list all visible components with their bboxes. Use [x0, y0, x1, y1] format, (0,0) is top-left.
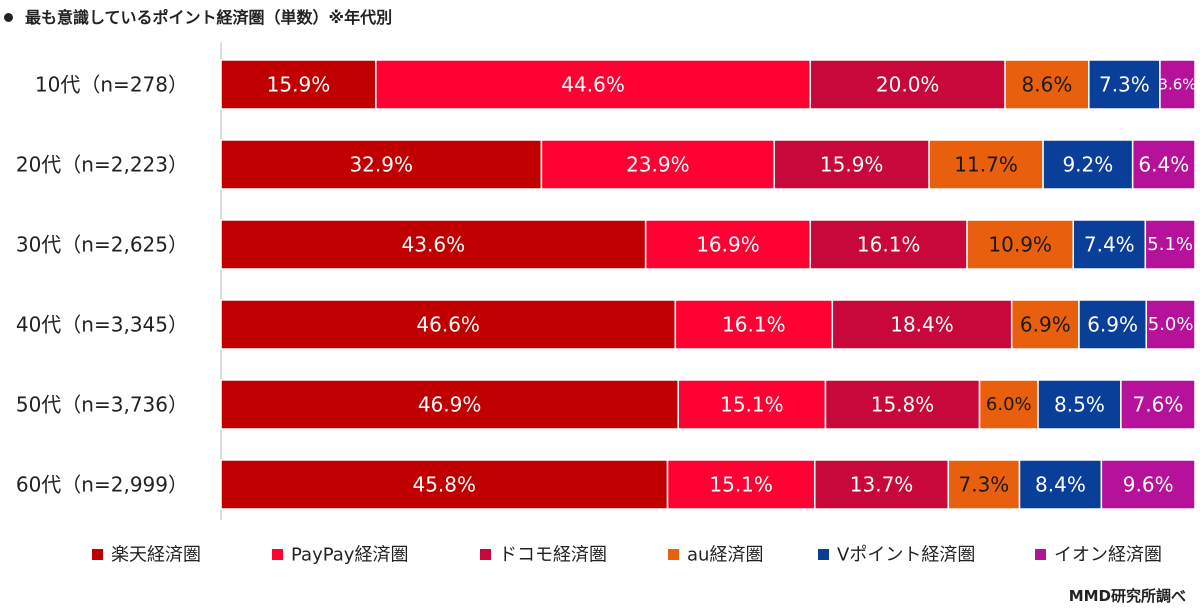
category-label: 60代（n=2,999）: [16, 473, 188, 497]
data-label: 7.4%: [1084, 233, 1135, 257]
bar-segment: [1088, 59, 1161, 110]
legend-swatch: [668, 549, 679, 560]
legend-swatch: [272, 549, 283, 560]
bar-segment: [375, 59, 812, 110]
data-label: 11.7%: [954, 153, 1018, 177]
legend-item: ドコモ経済圏: [480, 545, 607, 566]
bar-segment: [1120, 379, 1196, 430]
data-label: 3.6%: [1158, 76, 1196, 94]
legend-label: 楽天経済圏: [111, 545, 201, 566]
data-label: 46.6%: [416, 313, 480, 337]
bar-segment: [220, 379, 680, 430]
legend-item: PayPay経済圏: [272, 545, 408, 566]
category-label: 40代（n=3,345）: [16, 313, 188, 337]
data-label: 5.0%: [1148, 314, 1194, 335]
legend-label: PayPay経済圏: [291, 545, 408, 566]
legend-item: au経済圏: [668, 545, 763, 566]
legend-swatch: [480, 549, 491, 560]
data-label: 8.4%: [1035, 473, 1086, 497]
category-label: 10代（n=278）: [35, 73, 188, 97]
bar-segment: [644, 219, 812, 270]
legend-item: Vポイント経済圏: [818, 545, 975, 566]
data-label: 9.6%: [1123, 473, 1174, 497]
bar-segment: [1159, 59, 1196, 110]
bar-segment: [1004, 59, 1090, 110]
bar-segment: [1042, 139, 1134, 190]
data-label: 5.1%: [1147, 234, 1193, 255]
data-label: 16.9%: [696, 233, 760, 257]
data-label: 16.1%: [722, 313, 786, 337]
category-label: 50代（n=3,736）: [16, 393, 188, 417]
data-label: 8.5%: [1054, 393, 1105, 417]
data-label: 7.3%: [959, 473, 1010, 497]
legend-label: イオン経済圏: [1054, 545, 1162, 566]
bar-segment: [773, 139, 930, 190]
source-note: MMD研究所調べ: [1068, 587, 1186, 605]
data-label: 15.9%: [820, 153, 884, 177]
bar-segment: [1145, 299, 1196, 350]
bar-segment: [966, 219, 1074, 270]
data-label: 6.4%: [1138, 153, 1189, 177]
bar-segment: [220, 459, 669, 510]
bar-segment: [814, 459, 950, 510]
legend-item: イオン経済圏: [1035, 545, 1162, 566]
data-label: 16.1%: [857, 233, 921, 257]
data-label: 15.1%: [709, 473, 773, 497]
data-label: 45.8%: [412, 473, 476, 497]
data-label: 6.9%: [1020, 313, 1071, 337]
bar-segment: [1078, 299, 1148, 350]
data-label: 18.4%: [890, 313, 954, 337]
data-label: 20.0%: [876, 73, 940, 97]
data-label: 46.9%: [418, 393, 482, 417]
data-label: 7.3%: [1099, 73, 1150, 97]
data-label: 7.6%: [1133, 393, 1184, 417]
legend-label: ドコモ経済圏: [499, 545, 607, 566]
category-label: 20代（n=2,223）: [16, 153, 188, 177]
legend-swatch: [1035, 549, 1046, 560]
legend-label: Vポイント経済圏: [837, 545, 975, 566]
category-label: 30代（n=2,625）: [16, 233, 188, 257]
legend-label: au経済圏: [687, 545, 763, 566]
data-label: 9.2%: [1062, 153, 1113, 177]
data-label: 15.9%: [267, 73, 331, 97]
bar-segment: [677, 379, 827, 430]
bar-segment: [220, 59, 377, 110]
data-label: 44.6%: [561, 73, 625, 97]
bar-segment: [1131, 139, 1196, 190]
bar-segment: [220, 219, 647, 270]
data-label: 15.1%: [720, 393, 784, 417]
bar-segment: [1037, 379, 1122, 430]
legend-item: 楽天経済圏: [92, 545, 201, 566]
data-label: 13.7%: [850, 473, 914, 497]
bar-segment: [831, 299, 1013, 350]
data-label: 43.6%: [402, 233, 466, 257]
legend-swatch: [92, 549, 103, 560]
legend-swatch: [818, 549, 829, 560]
data-label: 15.8%: [871, 393, 935, 417]
bar-segment: [220, 299, 677, 350]
bar-segment: [540, 139, 775, 190]
data-label: 6.9%: [1087, 313, 1138, 337]
data-label: 23.9%: [626, 153, 690, 177]
bar-segment: [1100, 459, 1196, 510]
data-label: 10.9%: [988, 233, 1052, 257]
data-label: 6.0%: [986, 394, 1032, 415]
data-label: 32.9%: [349, 153, 413, 177]
bar-segment: [809, 219, 968, 270]
bar-segment: [928, 139, 1044, 190]
bar-segment: [1072, 219, 1147, 270]
bar-segment: [809, 59, 1006, 110]
chart-title: 最も意識しているポイント経済圏（単数）※年代別: [4, 4, 392, 28]
bar-segment: [1144, 219, 1196, 270]
bullet-icon: [4, 13, 13, 22]
bar-segment: [1018, 459, 1103, 510]
data-label: 8.6%: [1022, 73, 1073, 97]
bar-segment: [1010, 299, 1080, 350]
chart-title-text: 最も意識しているポイント経済圏（単数）※年代別: [25, 8, 393, 27]
